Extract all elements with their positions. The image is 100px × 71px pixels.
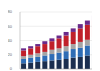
svg-text:40: 40: [8, 38, 13, 43]
svg-text:80: 80: [8, 9, 13, 14]
svg-text:60: 60: [8, 24, 13, 29]
svg-text:20: 20: [8, 52, 13, 57]
svg-text:0: 0: [10, 66, 13, 71]
